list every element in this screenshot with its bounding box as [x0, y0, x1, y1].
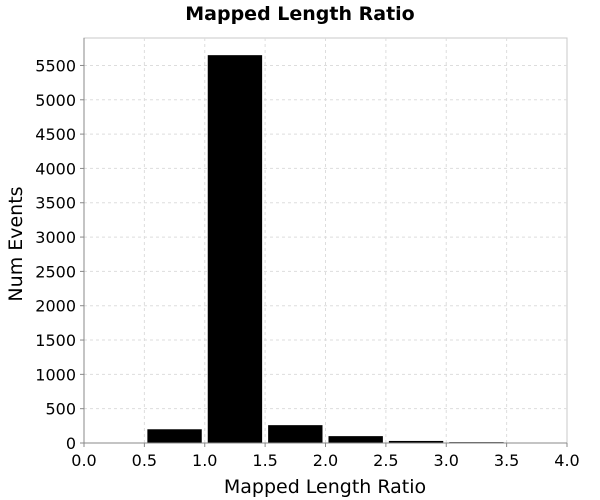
y-tick-label: 1000 — [35, 365, 76, 384]
x-tick-label: 1.0 — [192, 451, 217, 470]
histogram-bar — [388, 440, 444, 443]
x-tick-label: 2.0 — [313, 451, 338, 470]
x-tick-label: 4.0 — [554, 451, 579, 470]
x-tick-label: 3.5 — [494, 451, 519, 470]
bars — [87, 55, 564, 444]
x-tick-label: 3.0 — [434, 451, 459, 470]
y-tick-label: 2000 — [35, 297, 76, 316]
y-axis-label: Num Events — [5, 186, 27, 301]
x-tick-label: 0.0 — [71, 451, 96, 470]
y-tick-label: 5500 — [35, 56, 76, 75]
x-axis-label: Mapped Length Ratio — [224, 476, 426, 498]
chart-title: Mapped Length Ratio — [185, 3, 414, 25]
y-tick-label: 0 — [66, 434, 76, 453]
histogram-bar — [147, 429, 202, 443]
y-axis-ticks: 0 500 1000 1500 2000 2500 3000 3500 4000 4500 5000… — [35, 56, 84, 453]
grid-lines — [84, 38, 567, 443]
y-tick-label: 1500 — [35, 331, 76, 350]
y-tick-label: 500 — [45, 400, 76, 419]
y-tick-label: 3000 — [35, 228, 76, 247]
x-tick-label: 2.5 — [373, 451, 398, 470]
histogram-bar — [268, 425, 323, 443]
y-tick-label: 3500 — [35, 194, 76, 213]
y-tick-label: 4000 — [35, 159, 76, 178]
x-tick-label: 1.5 — [252, 451, 277, 470]
histogram-bar — [328, 436, 383, 443]
x-axis-ticks: 0.0 0.5 1.0 1.5 2.0 2.5 3.0 3.5 4.0 — [71, 443, 580, 470]
y-tick-label: 5000 — [35, 91, 76, 110]
y-tick-label: 2500 — [35, 262, 76, 281]
x-tick-label: 0.5 — [132, 451, 157, 470]
y-tick-label: 4500 — [35, 125, 76, 144]
histogram-bar — [207, 55, 263, 444]
